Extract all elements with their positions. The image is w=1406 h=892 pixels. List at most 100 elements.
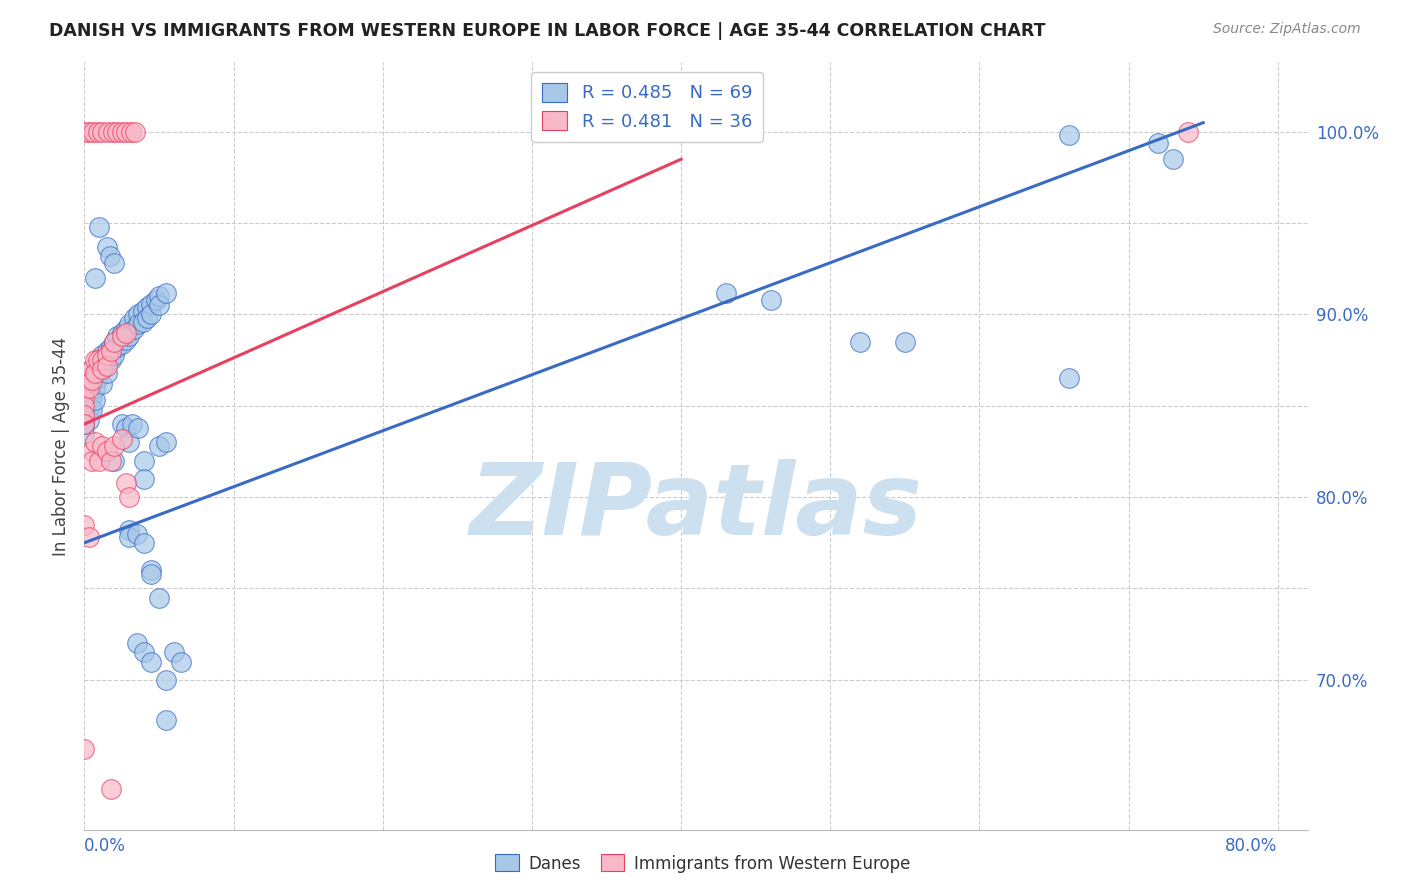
Point — [97, 125, 120, 139]
Point — [91, 125, 114, 139]
Point — [115, 333, 138, 347]
Point — [127, 421, 149, 435]
Point — [96, 366, 118, 380]
Point — [148, 591, 170, 605]
Point — [73, 417, 96, 431]
Point — [118, 523, 141, 537]
Point — [125, 636, 148, 650]
Point — [132, 536, 155, 550]
Point — [115, 475, 138, 490]
Point — [89, 453, 111, 467]
Point — [125, 526, 148, 541]
Point — [111, 326, 134, 340]
Point — [118, 317, 141, 331]
Point — [132, 645, 155, 659]
Point — [148, 289, 170, 303]
Text: 0.0%: 0.0% — [84, 838, 127, 855]
Point — [122, 311, 145, 326]
Point — [115, 125, 138, 139]
Point — [163, 645, 186, 659]
Point — [73, 125, 96, 139]
Point — [170, 655, 193, 669]
Point — [91, 439, 114, 453]
Point — [155, 435, 177, 450]
Point — [73, 384, 96, 399]
Point — [148, 298, 170, 312]
Point — [91, 362, 114, 376]
Text: DANISH VS IMMIGRANTS FROM WESTERN EUROPE IN LABOR FORCE | AGE 35-44 CORRELATION : DANISH VS IMMIGRANTS FROM WESTERN EUROPE… — [49, 22, 1046, 40]
Point — [105, 340, 128, 354]
Point — [155, 713, 177, 727]
Point — [73, 426, 96, 441]
Text: Source: ZipAtlas.com: Source: ZipAtlas.com — [1213, 22, 1361, 37]
Point — [145, 293, 167, 307]
Legend: Danes, Immigrants from Western Europe: Danes, Immigrants from Western Europe — [488, 847, 918, 880]
Point — [82, 125, 104, 139]
Point — [1177, 125, 1199, 139]
Point — [87, 125, 110, 139]
Point — [103, 334, 125, 349]
Point — [77, 371, 100, 385]
Point — [98, 249, 121, 263]
Point — [103, 348, 125, 362]
Point — [100, 782, 122, 797]
Point — [73, 742, 96, 756]
Point — [894, 334, 917, 349]
Point — [118, 530, 141, 544]
Point — [103, 453, 125, 467]
Point — [120, 125, 142, 139]
Point — [121, 417, 143, 431]
Point — [77, 530, 100, 544]
Point — [96, 344, 118, 359]
Point — [131, 315, 153, 329]
Point — [1057, 371, 1080, 385]
Point — [101, 125, 124, 139]
Point — [127, 308, 149, 322]
Point — [155, 673, 177, 687]
Point — [73, 408, 96, 422]
Point — [100, 340, 122, 354]
Point — [96, 348, 118, 362]
Point — [141, 566, 163, 581]
Point — [141, 308, 163, 322]
Point — [73, 376, 96, 391]
Point — [849, 334, 872, 349]
Point — [118, 329, 141, 343]
Point — [77, 413, 100, 427]
Point — [83, 271, 105, 285]
Point — [111, 417, 134, 431]
Point — [118, 435, 141, 450]
Point — [80, 362, 103, 376]
Point — [148, 439, 170, 453]
Point — [115, 322, 138, 336]
Point — [96, 240, 118, 254]
Point — [1147, 136, 1170, 150]
Point — [80, 453, 103, 467]
Point — [714, 285, 737, 300]
Point — [100, 353, 122, 368]
Point — [136, 311, 159, 326]
Point — [89, 219, 111, 234]
Point — [91, 376, 114, 391]
Point — [103, 439, 125, 453]
Point — [141, 296, 163, 310]
Point — [131, 303, 153, 318]
Point — [103, 256, 125, 270]
Point — [122, 322, 145, 336]
Text: ZIPatlas: ZIPatlas — [470, 458, 922, 556]
Point — [132, 472, 155, 486]
Point — [127, 317, 149, 331]
Point — [136, 300, 159, 314]
Point — [87, 371, 110, 385]
Point — [124, 125, 146, 139]
Point — [118, 490, 141, 504]
Point — [83, 366, 105, 380]
Point — [91, 362, 114, 376]
Point — [80, 444, 103, 458]
Point — [80, 402, 103, 417]
Point — [91, 348, 114, 362]
Point — [87, 359, 110, 373]
Point — [83, 393, 105, 408]
Point — [111, 432, 134, 446]
Point — [77, 376, 100, 391]
